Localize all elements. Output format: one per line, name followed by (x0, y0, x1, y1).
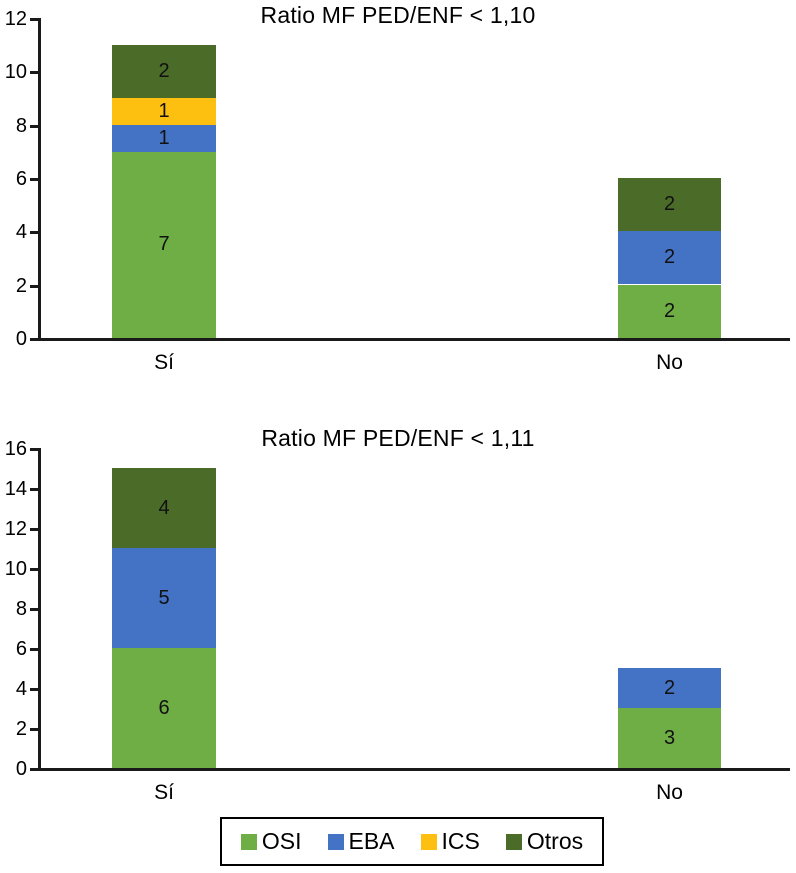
category-label: No (656, 351, 683, 374)
y-tick-mark (30, 568, 38, 571)
legend-label-osi: OSI (261, 828, 302, 854)
y-tick-mark (30, 608, 38, 611)
y-tick-mark (30, 528, 38, 531)
y-tick-label: 12 (4, 8, 27, 30)
x-axis-line (38, 338, 790, 341)
bar-segment-osi: 2 (618, 285, 721, 338)
y-tick-mark (30, 285, 38, 288)
segment-value-label: 1 (158, 127, 170, 149)
segment-value-label: 2 (663, 246, 676, 268)
y-tick-label: 4 (15, 678, 27, 700)
bar-segment-eba: 2 (618, 231, 721, 284)
y-tick-label: 8 (15, 598, 27, 620)
legend: OSI EBA ICS Otros (0, 817, 796, 866)
y-tick-mark (30, 688, 38, 691)
legend-label-eba: EBA (348, 828, 395, 854)
y-tick-mark (30, 488, 38, 491)
y-tick-mark (30, 768, 38, 771)
y-tick-mark (30, 125, 38, 128)
segment-value-label: 6 (158, 696, 170, 719)
bar-segment-osi: 3 (618, 708, 721, 768)
y-tick-label: 14 (4, 478, 27, 500)
segment-value-label: 4 (158, 496, 170, 519)
y-tick-label: 12 (4, 518, 27, 540)
segment-value-label: 5 (158, 586, 170, 609)
y-tick-mark (30, 648, 38, 651)
bar-segment-otros: 2 (618, 178, 721, 231)
y-tick-mark (30, 178, 38, 181)
y-tick-label: 0 (15, 758, 27, 780)
y-tick-label: 6 (15, 168, 27, 190)
legend-item-ics: ICS (420, 828, 480, 855)
segment-value-label: 2 (663, 193, 676, 215)
y-axis-line (38, 448, 41, 771)
legend-label-otros: Otros (526, 828, 584, 854)
y-tick-label: 10 (4, 61, 27, 83)
category-label: Sí (154, 351, 174, 374)
y-tick-mark (30, 71, 38, 74)
category-label: Sí (154, 781, 174, 804)
chart-ratio-111: Ratio MF PED/ENF < 1,11 0 2 4 6 8 10 12 14 16 6 5 4… (0, 418, 796, 804)
bar-segment-ics: 1 (112, 98, 216, 125)
y-tick-label: 4 (15, 221, 27, 243)
y-tick-mark (30, 448, 38, 451)
bar-segment-osi: 6 (112, 648, 216, 768)
legend-swatch-otros-icon (505, 833, 522, 850)
y-tick-label: 10 (4, 558, 27, 580)
y-tick-label: 8 (15, 115, 27, 137)
bar-segment-eba: 5 (112, 548, 216, 648)
chart-title: Ratio MF PED/ENF < 1,11 (261, 425, 535, 451)
legend-item-eba: EBA (327, 828, 395, 855)
y-tick-mark (30, 338, 38, 341)
x-axis-line (38, 768, 790, 771)
bar-segment-eba: 1 (112, 125, 216, 152)
bar-segment-otros: 2 (112, 45, 216, 98)
bar-segment-eba: 2 (618, 668, 721, 708)
segment-value-label: 3 (663, 726, 676, 749)
legend-label-ics: ICS (441, 828, 480, 854)
segment-value-label: 2 (663, 300, 676, 322)
segment-value-label: 7 (158, 233, 170, 255)
y-tick-label: 2 (15, 275, 27, 297)
y-tick-mark (30, 728, 38, 731)
legend-item-otros: Otros (505, 828, 584, 855)
y-axis-line (38, 18, 41, 341)
segment-value-label: 1 (158, 100, 170, 122)
y-tick-label: 6 (15, 638, 27, 660)
y-tick-label: 16 (4, 438, 27, 460)
bar-segment-otros: 4 (112, 468, 216, 548)
legend-swatch-osi-icon (240, 833, 257, 850)
segment-value-label: 2 (663, 676, 676, 699)
chart-title: Ratio MF PED/ENF < 1,10 (260, 2, 536, 28)
legend-box: OSI EBA ICS Otros (219, 817, 605, 866)
y-tick-mark (30, 18, 38, 21)
chart-ratio-110: Ratio MF PED/ENF < 1,10 0 2 4 6 8 10 12 7 1 1 2 Sí 2… (0, 0, 796, 418)
y-tick-label: 2 (15, 718, 27, 740)
legend-item-osi: OSI (240, 828, 302, 855)
bar-segment-osi: 7 (112, 151, 216, 338)
category-label: No (656, 781, 683, 804)
segment-value-label: 2 (158, 60, 170, 82)
legend-swatch-eba-icon (327, 833, 344, 850)
legend-swatch-ics-icon (420, 833, 437, 850)
y-tick-mark (30, 231, 38, 234)
y-tick-label: 0 (15, 328, 27, 350)
